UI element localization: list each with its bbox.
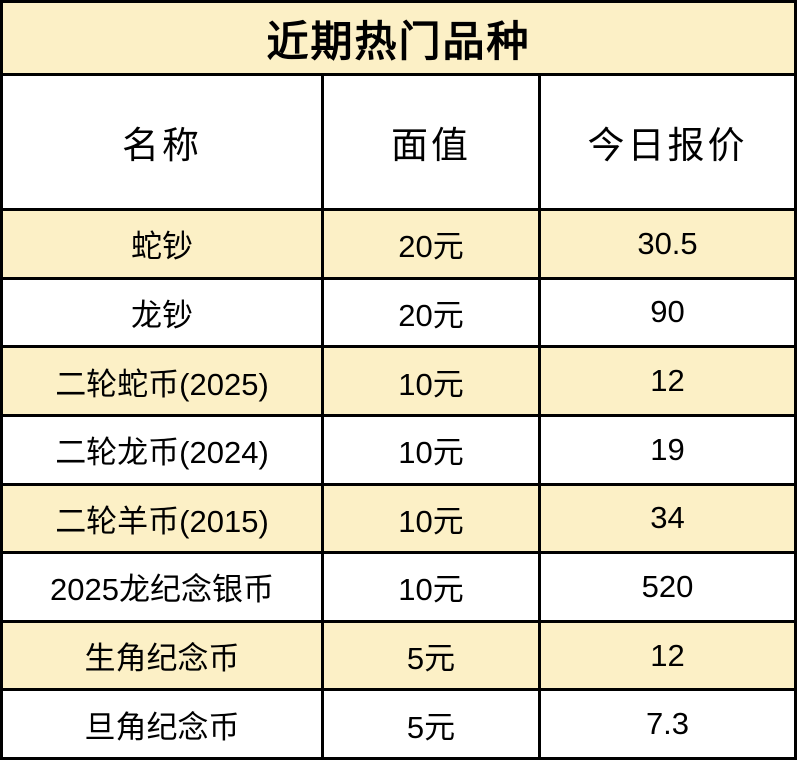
cell-face-value: 10元	[324, 416, 538, 483]
cell-name: 二轮羊币(2015)	[3, 485, 321, 552]
table-title: 近期热门品种	[3, 3, 794, 73]
cell-price: 19	[541, 416, 794, 483]
cell-price: 12	[541, 622, 794, 689]
column-header-face-value: 面值	[324, 76, 538, 208]
cell-name: 二轮蛇币(2025)	[3, 348, 321, 414]
cell-face-value: 20元	[324, 211, 538, 277]
column-header-name: 名称	[3, 76, 321, 208]
cell-name: 龙钞	[3, 279, 321, 346]
cell-price: 7.3	[541, 691, 794, 757]
cell-name: 旦角纪念币	[3, 691, 321, 757]
cell-face-value: 10元	[324, 485, 538, 552]
cell-name: 蛇钞	[3, 211, 321, 277]
cell-name: 生角纪念币	[3, 622, 321, 689]
cell-face-value: 5元	[324, 691, 538, 757]
cell-price: 12	[541, 348, 794, 414]
cell-face-value: 5元	[324, 622, 538, 689]
cell-name: 2025龙纪念银币	[3, 554, 321, 620]
cell-face-value: 20元	[324, 279, 538, 346]
cell-price: 90	[541, 279, 794, 346]
cell-name: 二轮龙币(2024)	[3, 416, 321, 483]
cell-face-value: 10元	[324, 348, 538, 414]
cell-price: 520	[541, 554, 794, 620]
cell-price: 34	[541, 485, 794, 552]
column-header-price: 今日报价	[541, 76, 794, 208]
cell-face-value: 10元	[324, 554, 538, 620]
cell-price: 30.5	[541, 211, 794, 277]
